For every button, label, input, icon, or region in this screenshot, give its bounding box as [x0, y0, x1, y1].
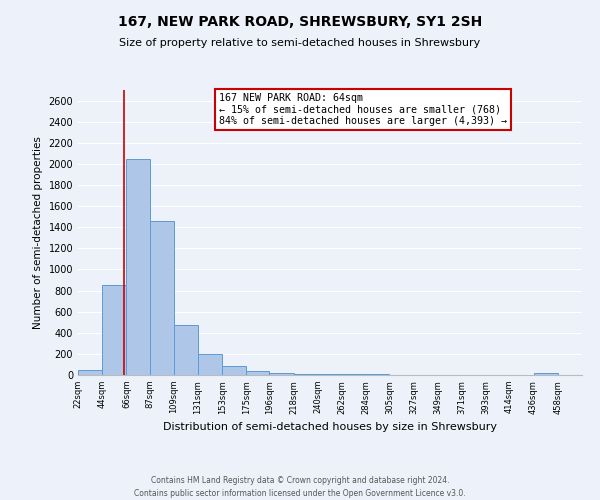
Bar	[127, 158, 149, 375]
Bar	[293, 374, 318, 375]
X-axis label: Distribution of semi-detached houses by size in Shrewsbury: Distribution of semi-detached houses by …	[163, 422, 497, 432]
Bar	[222, 366, 247, 375]
Bar	[198, 354, 222, 375]
Text: Size of property relative to semi-detached houses in Shrewsbury: Size of property relative to semi-detach…	[119, 38, 481, 48]
Bar	[102, 285, 127, 375]
Bar	[342, 374, 367, 375]
Bar	[269, 373, 293, 375]
Bar	[367, 374, 389, 375]
Text: 167 NEW PARK ROAD: 64sqm
← 15% of semi-detached houses are smaller (768)
84% of : 167 NEW PARK ROAD: 64sqm ← 15% of semi-d…	[219, 93, 507, 126]
Y-axis label: Number of semi-detached properties: Number of semi-detached properties	[33, 136, 43, 329]
Bar	[533, 374, 558, 375]
Bar	[318, 374, 342, 375]
Bar	[149, 221, 174, 375]
Bar	[174, 326, 198, 375]
Text: 167, NEW PARK ROAD, SHREWSBURY, SY1 2SH: 167, NEW PARK ROAD, SHREWSBURY, SY1 2SH	[118, 15, 482, 29]
Bar	[247, 371, 269, 375]
Text: Contains HM Land Registry data © Crown copyright and database right 2024.
Contai: Contains HM Land Registry data © Crown c…	[134, 476, 466, 498]
Bar	[78, 370, 102, 375]
